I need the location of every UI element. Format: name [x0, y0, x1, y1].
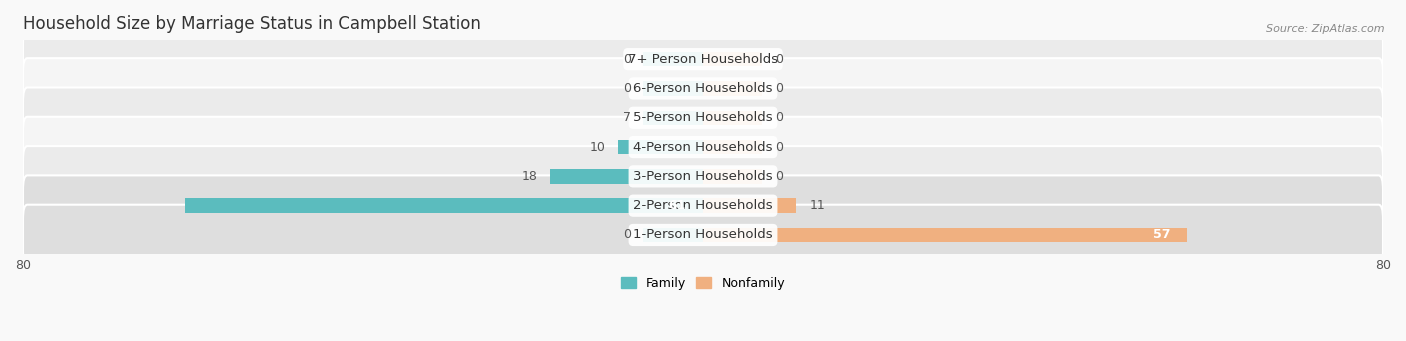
Text: 18: 18 [522, 170, 537, 183]
Bar [703, 140, 762, 154]
Bar [703, 52, 762, 66]
Bar [184, 198, 703, 213]
Text: 6-Person Households: 6-Person Households [633, 82, 773, 95]
Bar [703, 198, 797, 213]
Bar [644, 81, 703, 96]
FancyBboxPatch shape [22, 29, 1384, 89]
Bar [703, 110, 762, 125]
Text: 0: 0 [775, 53, 783, 66]
Bar [550, 169, 703, 183]
Text: Household Size by Marriage Status in Campbell Station: Household Size by Marriage Status in Cam… [22, 15, 481, 33]
Text: 0: 0 [775, 111, 783, 124]
Text: 7: 7 [623, 111, 631, 124]
Bar [619, 140, 703, 154]
Text: 57: 57 [1153, 228, 1171, 241]
FancyBboxPatch shape [22, 205, 1384, 265]
Text: 11: 11 [810, 199, 825, 212]
FancyBboxPatch shape [22, 58, 1384, 119]
Text: 0: 0 [623, 53, 631, 66]
Text: 7+ Person Households: 7+ Person Households [628, 53, 778, 66]
Bar [644, 228, 703, 242]
Text: 3-Person Households: 3-Person Households [633, 170, 773, 183]
Bar [703, 228, 1188, 242]
Text: 4-Person Households: 4-Person Households [633, 140, 773, 153]
FancyBboxPatch shape [22, 88, 1384, 148]
Bar [703, 81, 762, 96]
FancyBboxPatch shape [22, 146, 1384, 207]
Text: 1-Person Households: 1-Person Households [633, 228, 773, 241]
Text: 0: 0 [623, 82, 631, 95]
FancyBboxPatch shape [22, 117, 1384, 177]
Text: 0: 0 [623, 228, 631, 241]
Bar [703, 169, 762, 183]
Text: 0: 0 [775, 170, 783, 183]
Legend: Family, Nonfamily: Family, Nonfamily [616, 272, 790, 295]
Text: 0: 0 [775, 82, 783, 95]
Text: 5-Person Households: 5-Person Households [633, 111, 773, 124]
Text: 10: 10 [589, 140, 605, 153]
FancyBboxPatch shape [22, 175, 1384, 236]
Bar [644, 52, 703, 66]
Text: 2-Person Households: 2-Person Households [633, 199, 773, 212]
Text: 0: 0 [775, 140, 783, 153]
Text: Source: ZipAtlas.com: Source: ZipAtlas.com [1267, 24, 1385, 34]
Bar [644, 110, 703, 125]
Text: 61: 61 [669, 199, 686, 212]
